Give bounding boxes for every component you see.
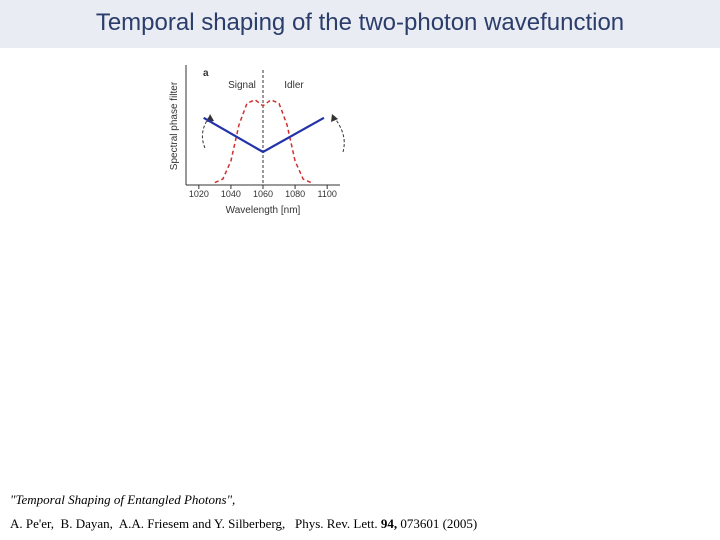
reference-volume: 94, — [381, 516, 397, 531]
arrow — [332, 115, 345, 153]
reference-pages: 073601 (2005) — [400, 516, 477, 531]
x-tick-label: 1020 — [189, 189, 209, 199]
panel-label: a — [203, 68, 209, 79]
y-axis-label: Spectral phase filter — [169, 81, 180, 170]
x-tick-label: 1100 — [317, 189, 336, 199]
annotation: Idler — [284, 80, 304, 91]
x-tick-label: 1080 — [285, 189, 305, 199]
x-axis-label: Wavelength [nm] — [226, 205, 301, 216]
title-band — [0, 0, 720, 48]
x-tick-label: 1040 — [221, 189, 241, 199]
reference-authors: A. Pe'er, B. Dayan, A.A. Friesem and Y. … — [10, 516, 378, 531]
arrow — [201, 115, 211, 149]
arrow-head — [331, 114, 338, 122]
x-tick-label: 1060 — [253, 189, 273, 199]
annotation: Signal — [228, 80, 256, 91]
reference-title: "Temporal Shaping of Entangled Photons", — [10, 492, 235, 507]
slide-title: Temporal shaping of the two-photon wavef… — [96, 9, 624, 36]
series-line — [203, 116, 325, 154]
series-line — [214, 98, 312, 184]
reference: A. Pe'er, B. Dayan, A.A. Friesem and Y. … — [10, 516, 477, 531]
figure: a Signal Idler Wavelength [nm] Spectral … — [169, 65, 345, 216]
